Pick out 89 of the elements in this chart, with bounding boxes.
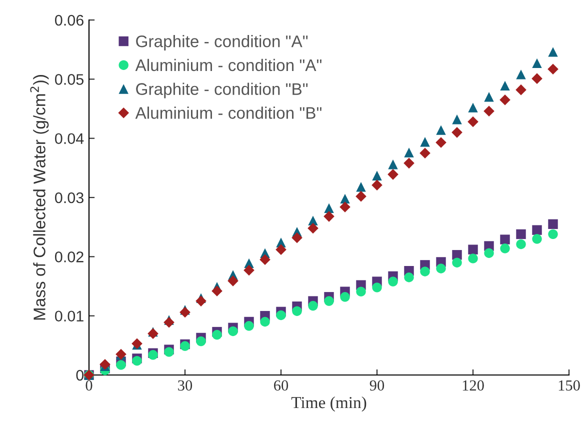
point	[484, 248, 494, 258]
point	[420, 148, 430, 159]
legend-label: Aluminium - condition "A"	[135, 58, 322, 72]
point	[420, 266, 430, 276]
point	[132, 356, 142, 366]
point	[500, 244, 510, 254]
point	[324, 296, 334, 306]
point	[228, 276, 238, 286]
point	[404, 158, 414, 169]
point	[404, 148, 414, 158]
y-tick-label: 0.05	[55, 74, 84, 85]
point	[292, 306, 302, 316]
point	[436, 125, 446, 135]
point	[548, 229, 558, 240]
y-tick-label: 0	[76, 370, 84, 381]
point	[100, 358, 110, 370]
point	[516, 70, 526, 80]
point	[468, 102, 478, 112]
point	[548, 47, 558, 57]
point	[308, 300, 318, 311]
point	[548, 64, 558, 75]
point	[372, 282, 382, 292]
y-axis-title: Mass of Collected Water (g/cm$^{2}$))	[30, 75, 49, 320]
y-tick-label: 0.06	[55, 14, 84, 26]
point	[244, 264, 254, 276]
x-tick-label: 0	[86, 380, 92, 391]
x-tick-label: 90	[370, 380, 384, 391]
y-tick-label: 0.04	[55, 133, 84, 144]
point	[324, 211, 334, 222]
point	[468, 116, 478, 128]
point	[532, 234, 542, 244]
point	[212, 286, 222, 296]
y-tick-label: 0.02	[55, 252, 84, 262]
point	[308, 222, 318, 234]
point	[228, 326, 238, 336]
point	[420, 137, 430, 147]
point	[388, 276, 398, 286]
point	[468, 244, 478, 254]
point	[548, 219, 558, 229]
point	[276, 310, 286, 320]
point	[468, 254, 478, 264]
point	[452, 114, 462, 124]
point	[532, 225, 542, 235]
point	[116, 360, 126, 370]
point	[356, 190, 366, 202]
point	[516, 239, 526, 250]
legend-label: Graphite - condition "B"	[136, 82, 308, 98]
point	[292, 232, 302, 244]
x-axis-title: Time (min)	[291, 396, 366, 412]
legend-label: Aluminium - condition "B"	[135, 106, 322, 119]
point	[484, 106, 494, 117]
point	[452, 127, 462, 138]
x-tick-label: 120	[462, 380, 484, 391]
point	[340, 292, 350, 302]
point	[532, 58, 542, 68]
legend-label: Graphite - condition "A"	[136, 35, 308, 51]
y-tick-label: 0.03	[55, 192, 84, 204]
point	[500, 94, 510, 106]
point	[372, 180, 382, 190]
point	[180, 306, 190, 318]
point	[436, 137, 446, 148]
x-tick-label: 30	[178, 380, 192, 391]
y-tick-label: 0.01	[55, 310, 84, 322]
point	[164, 316, 174, 328]
point	[196, 336, 206, 346]
point	[516, 84, 526, 96]
point	[500, 234, 510, 244]
point	[532, 73, 542, 84]
point	[260, 316, 270, 327]
point	[516, 229, 526, 240]
point	[452, 258, 462, 268]
point	[484, 92, 494, 102]
point	[164, 347, 174, 357]
point	[388, 169, 398, 180]
point	[340, 202, 350, 212]
x-tick-label: 150	[558, 380, 580, 391]
point	[212, 330, 222, 340]
point	[356, 182, 366, 192]
point	[276, 244, 286, 255]
point	[196, 296, 206, 306]
point	[372, 170, 382, 180]
point	[356, 286, 366, 296]
point	[436, 264, 446, 274]
point	[260, 254, 270, 266]
point	[388, 160, 398, 170]
point	[244, 321, 254, 331]
point	[404, 272, 414, 282]
x-tick-label: 60	[274, 380, 288, 391]
point	[500, 80, 510, 91]
